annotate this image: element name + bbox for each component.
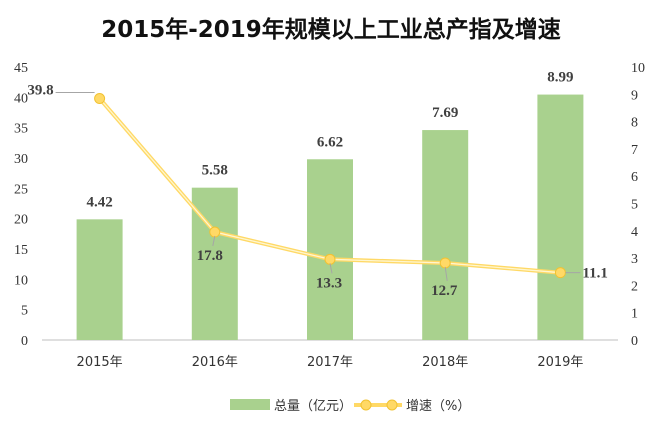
- bar: [537, 94, 584, 340]
- legend-bar-label: 总量（亿元）: [274, 399, 352, 414]
- bar: [307, 159, 353, 340]
- right-axis-tick-label: 2: [631, 279, 638, 294]
- line-point: [94, 93, 106, 105]
- line-series: 39.8 17.8 13.3 12.7 11.1: [27, 83, 607, 299]
- bar-value-label: 8.99: [547, 70, 573, 86]
- x-axis-tick-label: 2015年: [77, 355, 123, 370]
- label-leader-line: [444, 266, 448, 282]
- bar-value-label: 4.42: [86, 194, 112, 210]
- bar-series: 4.42 5.58 6.62 7.69 8.99: [76, 70, 584, 340]
- left-axis-tick-label: 15: [14, 243, 28, 258]
- legend-line-marker: [386, 399, 398, 411]
- left-axis-tick-label: 5: [21, 304, 28, 319]
- right-axis-tick-label: 5: [631, 198, 638, 213]
- left-axis-tick-label: 20: [14, 213, 28, 228]
- right-axis-tick-label: 8: [631, 116, 638, 131]
- x-axis-ticks: 2015年 2016年 2017年 2018年 2019年: [77, 355, 584, 370]
- x-axis-tick-label: 2019年: [537, 355, 583, 370]
- line-value-label: 39.8: [27, 83, 53, 99]
- legend: 总量（亿元） 增速（%）: [230, 399, 470, 414]
- right-axis-tick-label: 7: [631, 143, 638, 158]
- line-point: [324, 253, 336, 265]
- x-axis-tick-label: 2017年: [307, 355, 353, 370]
- right-axis-tick-label: 3: [631, 252, 638, 267]
- left-axis-tick-label: 30: [14, 152, 28, 167]
- left-axis-tick-label: 10: [14, 273, 28, 288]
- left-axis-ticks: 0 5 10 15 20 25 30 35 40 45: [14, 61, 28, 349]
- bar-value-label: 5.58: [202, 163, 228, 179]
- line-point: [554, 267, 566, 279]
- line-value-label: 17.8: [197, 248, 223, 264]
- legend-line-label: 增速（%）: [406, 399, 470, 414]
- right-axis-ticks: 0 1 2 3 4 5 6 7 8 9 10: [631, 61, 645, 349]
- chart-title: 2015年-2019年规模以上工业总产指及增速: [101, 16, 561, 43]
- right-axis-tick-label: 9: [631, 88, 638, 103]
- right-axis-tick-label: 10: [631, 61, 645, 76]
- bar-value-label: 6.62: [317, 134, 343, 150]
- x-axis-tick-label: 2018年: [422, 355, 468, 370]
- x-axis-tick-label: 2016年: [192, 355, 238, 370]
- left-axis-tick-label: 40: [14, 91, 28, 106]
- line-point: [439, 257, 451, 269]
- legend-line-marker: [360, 399, 372, 411]
- right-axis-tick-label: 4: [631, 225, 638, 240]
- left-axis-tick-label: 25: [14, 182, 28, 197]
- left-axis-tick-label: 45: [14, 61, 28, 76]
- line-value-label: 13.3: [316, 275, 342, 291]
- bar: [422, 130, 469, 340]
- right-axis-tick-label: 6: [631, 170, 638, 185]
- label-leader-line: [329, 263, 333, 274]
- left-axis-tick-label: 35: [14, 122, 28, 137]
- legend-bar-swatch: [230, 399, 270, 410]
- bar-value-label: 7.69: [432, 105, 458, 121]
- line-point: [209, 226, 221, 238]
- right-axis-tick-label: 1: [631, 307, 638, 322]
- left-axis-tick-label: 0: [21, 334, 28, 349]
- line-value-label: 12.7: [431, 283, 458, 299]
- label-leader-line: [212, 235, 216, 247]
- right-axis-tick-label: 0: [631, 334, 638, 349]
- bar: [76, 219, 123, 340]
- line-value-label: 11.1: [582, 266, 607, 282]
